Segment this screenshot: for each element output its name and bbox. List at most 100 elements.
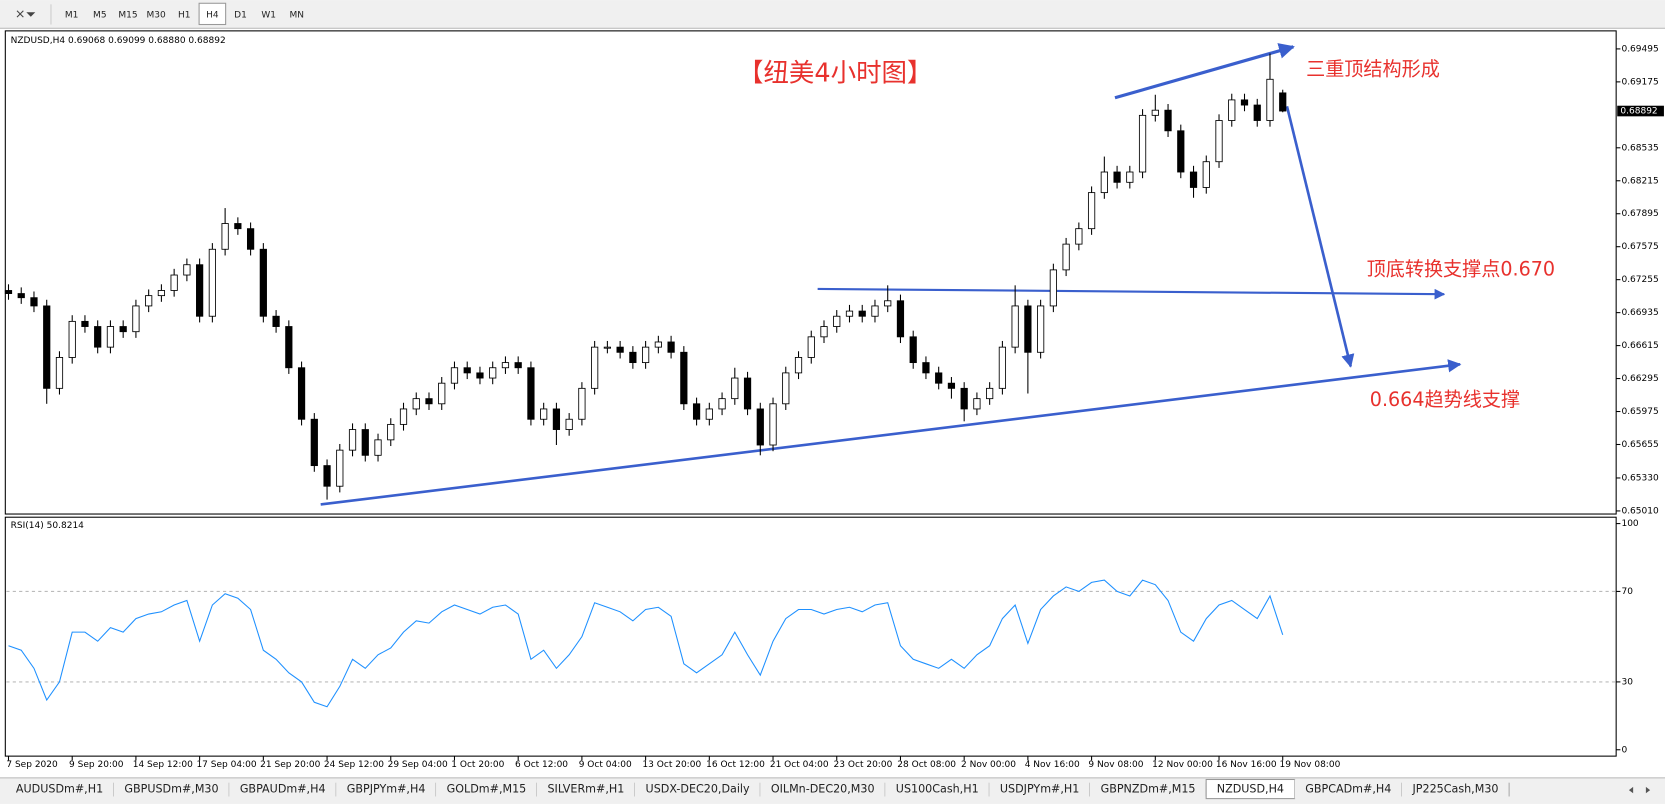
draw-tool[interactable] [16,4,52,25]
tab-label: JP225Cash,M30 [1412,783,1499,796]
tab-label: GBPCADm#,H4 [1305,783,1391,796]
x-tick-label: 16 Oct 12:00 [706,760,765,770]
candle-body [909,336,917,364]
tab[interactable] [989,779,1090,799]
last-price-box [1617,105,1664,117]
tab-label: OILMn-DEC20,M30 [771,783,875,796]
y-tick-label: 0.65975 [1621,407,1658,417]
tab[interactable] [536,779,635,799]
candle-body [374,439,382,456]
candle-body [387,423,395,441]
tab[interactable] [634,779,761,799]
y-tick-label: 0.68215 [1621,176,1658,186]
candle-body [348,429,357,451]
support-line [817,287,1446,300]
x-tick-label: 24 Sep 12:00 [324,760,384,770]
timeframe-button[interactable] [198,2,227,26]
tab[interactable] [885,779,990,799]
x-tick-label: 7 Sep 2020 [6,760,58,770]
timeframe-label: MN [290,10,305,20]
tab[interactable] [1401,779,1510,799]
tab[interactable] [5,779,114,799]
candle-body [960,387,968,410]
x-tick-label: 1 Oct 20:00 [451,760,504,770]
candle-body [4,290,13,294]
last-price-label: 0.68892 [1620,107,1657,117]
rsi-line [8,579,1284,708]
tab-label: SILVERm#,H1 [547,783,624,796]
annotation: 三重顶结构形成 [1306,58,1440,81]
candle-body [1240,99,1249,106]
tab[interactable] [336,779,437,799]
candle-body [514,362,522,369]
x-tick-label: 23 Oct 20:00 [834,760,893,770]
tab[interactable] [436,779,537,799]
x-tick-label: 9 Nov 08:00 [1088,760,1143,770]
tab-label: GBPUSDm#,M30 [124,783,218,796]
y-tick-label: 0.67575 [1621,242,1658,252]
timeframe-label: M5 [93,10,107,20]
x-tick-label: 28 Oct 08:00 [897,760,956,770]
y-tick-label: 100 [1621,519,1638,529]
candle-body [170,274,178,291]
candle-body [578,387,586,420]
candle-body [412,398,420,410]
candle-body [1100,171,1108,194]
candle-body [922,362,930,374]
tab[interactable] [1294,779,1402,799]
candle-body [1062,243,1070,271]
candle-body [731,377,739,400]
price-panel [4,30,1617,515]
candle-body [642,346,650,364]
y-tick-label: 0.66295 [1621,374,1658,384]
candle-body [132,305,140,333]
candle-body [272,315,280,327]
candle-body [1011,305,1019,348]
tab-scroll[interactable] [1628,786,1651,794]
y-tick-label: 0.66935 [1621,308,1658,318]
candle-body [603,346,611,349]
tab[interactable] [113,779,230,799]
y-tick-label: 0.67255 [1621,275,1658,285]
toolbar [0,0,1665,29]
candle-body [68,320,76,358]
tab[interactable] [760,779,886,799]
y-tick-label: 0.69175 [1621,77,1658,87]
candle-body [680,351,688,405]
tab-label: AUDUSDm#,H1 [16,783,103,796]
candle-body [692,403,701,420]
candle-body [540,408,548,420]
chart-title: 【纽美4小时图】 [738,58,933,88]
candle-body [501,362,510,369]
timeframe-label: D1 [234,10,247,20]
candle-body [221,223,229,250]
x-tick-label: 17 Sep 04:00 [196,760,256,770]
x-tick-label: 12 Nov 00:00 [1152,760,1213,770]
candle-body [17,293,25,299]
candle-body [183,264,191,276]
candle-body [30,297,38,307]
tab-label: GBPJPYm#,H4 [347,783,426,796]
candle-body [845,310,854,317]
rsi-panel [4,516,1617,757]
y-tick-label: 30 [1621,677,1633,687]
annotation: 顶底转换支撑点0.670 [1367,257,1555,280]
tab-label: USDJPYm#,H1 [1000,783,1079,796]
candle-body [259,248,267,317]
tab[interactable] [229,779,337,799]
candle-body [234,223,242,230]
y-tick-label: 0.67895 [1621,209,1658,219]
x-tick-label: 2 Nov 00:00 [961,760,1016,770]
candle-body [654,341,662,348]
tab[interactable] [1089,779,1207,799]
candle-body [425,398,433,405]
candle-body [323,465,331,487]
candle-body [1138,114,1147,173]
candle-body [565,418,573,430]
x-tick-label: 16 Nov 16:00 [1216,760,1277,770]
candle-body [743,377,752,410]
candle-body [157,290,166,297]
candle-body [1189,171,1198,188]
candle-body [833,315,841,327]
